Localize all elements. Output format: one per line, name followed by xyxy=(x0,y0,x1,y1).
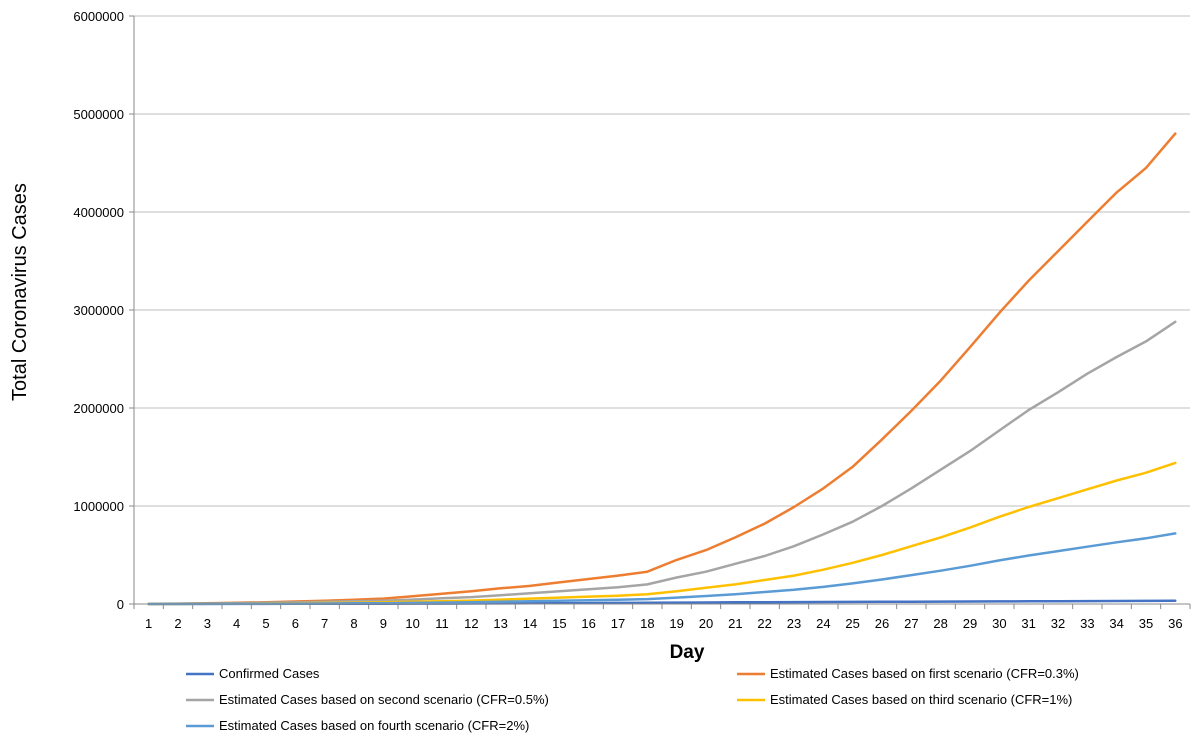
x-tick-label: 4 xyxy=(233,616,240,631)
y-tick-label: 4000000 xyxy=(73,205,124,220)
x-tick-label: 10 xyxy=(405,616,419,631)
series-lines xyxy=(147,132,1177,606)
legend-item: Estimated Cases based on fourth scenario… xyxy=(186,718,529,733)
legend-label: Confirmed Cases xyxy=(219,666,320,681)
x-tick-label: 29 xyxy=(963,616,977,631)
legend-item: Estimated Cases based on third scenario … xyxy=(737,692,1072,707)
y-axis-title: Total Coronavirus Cases xyxy=(9,183,31,401)
y-tick-label: 1000000 xyxy=(73,499,124,514)
x-tick-label: 33 xyxy=(1080,616,1094,631)
legend-item: Confirmed Cases xyxy=(186,666,320,681)
y-tick-label: 5000000 xyxy=(73,107,124,122)
x-tick-label: 20 xyxy=(699,616,713,631)
x-tick-label: 18 xyxy=(640,616,654,631)
x-tick-label: 34 xyxy=(1109,616,1123,631)
x-tick-label: 13 xyxy=(493,616,507,631)
y-axis-ticks: 0 1000000 2000000 3000000 4000000 5000000 6000… xyxy=(73,9,134,612)
y-tick-label: 6000000 xyxy=(73,9,124,24)
x-tick-label: 17 xyxy=(611,616,625,631)
series-line-2 xyxy=(147,132,1177,606)
x-tick-label: 24 xyxy=(816,616,830,631)
legend-item: Estimated Cases based on first scenario … xyxy=(737,666,1079,681)
x-tick-label: 2 xyxy=(174,616,181,631)
x-axis-ticks: 1 2 3 4 5 6 7 8 9 10 11 12 13 14 15 16 17 18 19 20 21 22 23 24 2… xyxy=(133,604,1191,631)
legend-label: Estimated Cases based on fourth scenario… xyxy=(219,718,529,733)
x-tick-label: 32 xyxy=(1051,616,1065,631)
y-tick-label: 2000000 xyxy=(73,401,124,416)
x-tick-label: 25 xyxy=(845,616,859,631)
legend-item: Estimated Cases based on second scenario… xyxy=(186,692,549,707)
x-tick-label: 6 xyxy=(292,616,299,631)
legend: Confirmed Cases Estimated Cases based on … xyxy=(186,666,1079,733)
x-tick-label: 27 xyxy=(904,616,918,631)
series-line-4 xyxy=(147,461,1177,606)
x-tick-label: 8 xyxy=(350,616,357,631)
x-tick-label: 31 xyxy=(1021,616,1035,631)
x-tick-label: 9 xyxy=(380,616,387,631)
gridlines xyxy=(134,15,1190,507)
x-tick-label: 5 xyxy=(262,616,269,631)
legend-label: Estimated Cases based on second scenario… xyxy=(219,692,549,707)
x-tick-label: 16 xyxy=(581,616,595,631)
x-tick-label: 12 xyxy=(464,616,478,631)
x-tick-label: 26 xyxy=(875,616,889,631)
x-tick-label: 28 xyxy=(933,616,947,631)
x-tick-label: 35 xyxy=(1139,616,1153,631)
x-tick-label: 14 xyxy=(523,616,537,631)
x-tick-label: 15 xyxy=(552,616,566,631)
legend-label: Estimated Cases based on third scenario … xyxy=(770,692,1072,707)
x-axis-title: Day xyxy=(670,642,705,663)
x-tick-label: 21 xyxy=(728,616,742,631)
x-tick-label: 11 xyxy=(435,616,449,631)
x-tick-label: 22 xyxy=(757,616,771,631)
x-tick-label: 36 xyxy=(1168,616,1182,631)
x-tick-label: 19 xyxy=(669,616,683,631)
x-tick-label: 30 xyxy=(992,616,1006,631)
y-tick-label: 3000000 xyxy=(73,303,124,318)
x-tick-label: 7 xyxy=(321,616,328,631)
series-line-3 xyxy=(147,320,1177,606)
x-tick-label: 23 xyxy=(787,616,801,631)
x-tick-label: 3 xyxy=(204,616,211,631)
legend-label: Estimated Cases based on first scenario … xyxy=(770,666,1079,681)
x-tick-label: 1 xyxy=(145,616,152,631)
y-tick-label: 0 xyxy=(117,597,124,612)
